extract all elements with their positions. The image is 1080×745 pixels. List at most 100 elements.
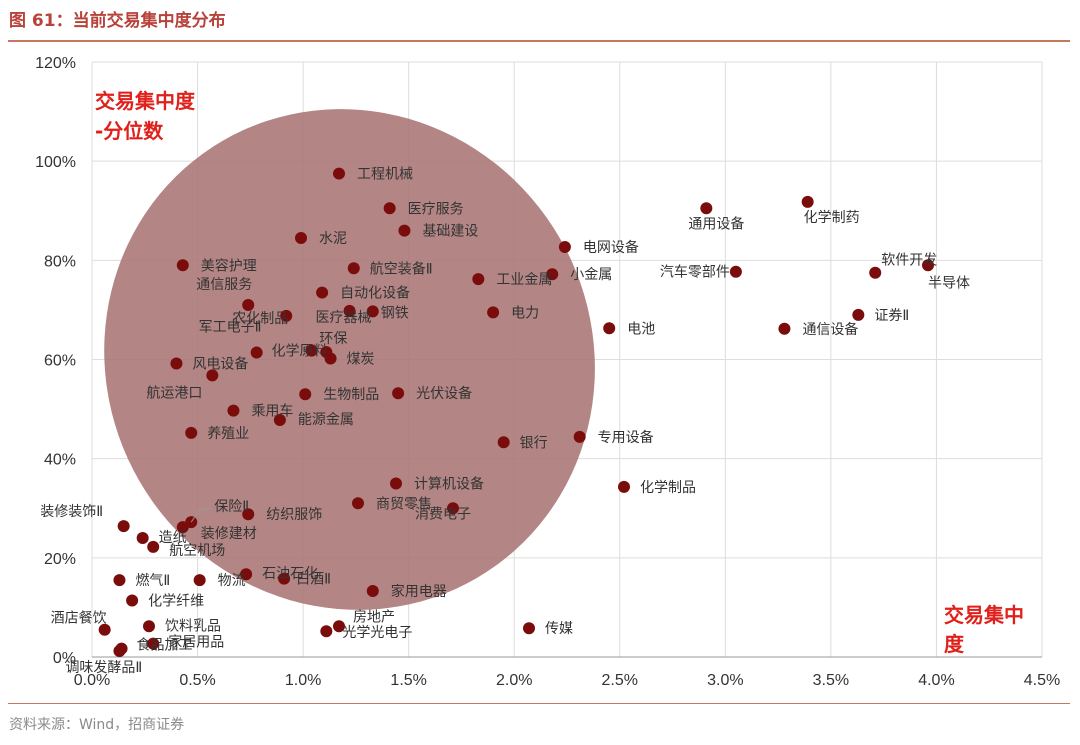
data-label: 化学原料 <box>272 344 328 360</box>
data-point <box>126 594 139 607</box>
y-axis-title-line: 交易集中度 <box>95 89 196 113</box>
data-label: 造纸 <box>159 530 187 546</box>
data-point <box>472 273 485 286</box>
leader-line <box>190 507 212 523</box>
data-point <box>227 404 240 417</box>
data-label: 电力 <box>511 305 539 321</box>
data-point <box>778 322 791 335</box>
data-point <box>147 540 160 553</box>
data-point <box>320 625 333 638</box>
data-point <box>316 286 329 299</box>
x-axis-title-line: 度 <box>944 632 965 656</box>
data-label: 生物制品 <box>323 387 379 403</box>
data-label: 燃气Ⅱ <box>135 572 170 589</box>
data-point <box>280 309 293 322</box>
x-tick-labels: 0.0% 0.5% 1.0% 1.5% 2.0% 2.5% 3.0% 3.5% 4.0% 4.5% <box>74 672 1060 689</box>
data-point <box>852 308 865 321</box>
data-label: 工程机械 <box>357 167 413 183</box>
data-label: 保险Ⅱ <box>214 499 249 515</box>
data-label: 风电设备 <box>192 355 248 372</box>
source-note: 资料来源：Wind，招商证券 <box>9 717 185 733</box>
data-point <box>618 480 630 493</box>
data-label: 医疗服务 <box>408 201 464 217</box>
x-tick-label: 1.0% <box>285 672 321 689</box>
y-tick-label: 80% <box>44 253 76 270</box>
data-point <box>242 298 255 311</box>
data-point <box>113 645 126 658</box>
data-label: 物流 <box>218 573 246 589</box>
data-point <box>185 426 198 439</box>
data-label: 专用设备 <box>598 429 654 446</box>
data-label: 电网设备 <box>583 239 639 256</box>
data-point <box>390 477 402 490</box>
data-label: 传媒 <box>545 621 573 637</box>
data-label: 通信服务 <box>196 277 252 293</box>
data-label: 纺织服饰 <box>266 507 322 523</box>
data-point <box>324 352 337 365</box>
data-point <box>447 502 459 515</box>
data-label: 化学纤维 <box>148 593 204 609</box>
data-label: 小金属 <box>570 267 612 283</box>
data-label: 化学制品 <box>640 480 696 496</box>
data-label: 光伏设备 <box>416 385 472 402</box>
data-point <box>347 262 360 275</box>
data-point <box>333 620 345 633</box>
data-label: 酒店餐饮 <box>51 611 107 627</box>
x-tick-label: 2.0% <box>496 672 532 689</box>
x-tick-label: 4.0% <box>918 672 954 689</box>
data-label: 软件开发 <box>881 253 937 269</box>
data-point <box>366 585 379 598</box>
data-point <box>273 413 286 426</box>
data-label: 环保 <box>319 331 347 347</box>
data-point <box>117 520 130 533</box>
data-label: 装修装饰Ⅱ <box>40 504 103 520</box>
data-point <box>729 265 742 278</box>
data-point <box>250 346 263 359</box>
data-point <box>603 322 616 335</box>
x-tick-label: 3.5% <box>813 672 849 689</box>
y-tick-label: 20% <box>44 551 76 568</box>
title-divider <box>8 40 1070 42</box>
data-label: 银行 <box>520 435 548 451</box>
data-point <box>147 637 160 650</box>
data-label: 光学光电子 <box>342 625 412 641</box>
x-tick-label: 1.5% <box>390 672 426 689</box>
data-label: 房地产 <box>353 609 395 625</box>
data-label: 调味发酵品Ⅱ <box>65 660 142 676</box>
data-point <box>573 430 586 443</box>
data-point <box>343 304 356 317</box>
data-point <box>869 266 882 279</box>
data-point <box>922 259 934 272</box>
data-label: 证券Ⅱ <box>874 308 909 324</box>
data-point <box>299 388 312 401</box>
data-label: 消费电子 <box>415 506 471 522</box>
data-label: 汽车零部件 <box>660 264 730 281</box>
data-label: 养殖业 <box>207 425 249 442</box>
data-label: 家用电器 <box>391 583 447 600</box>
data-point <box>497 436 510 449</box>
data-label: 航空装备Ⅱ <box>370 260 433 277</box>
y-tick-label: 60% <box>44 353 76 370</box>
data-label: 工业金属 <box>496 272 552 288</box>
data-point <box>333 167 345 180</box>
data-label: 医疗器械 <box>316 310 372 326</box>
data-point <box>366 305 379 318</box>
data-point <box>487 306 500 319</box>
data-point <box>700 202 713 215</box>
data-label: 美容护理 <box>201 257 257 274</box>
data-label: 煤炭 <box>347 352 375 368</box>
data-point <box>546 268 559 281</box>
data-point <box>176 259 189 272</box>
data-point <box>113 574 126 587</box>
data-point <box>398 224 411 237</box>
highlight-ellipse <box>104 109 595 610</box>
data-point <box>383 202 396 215</box>
data-label: 军工电子Ⅱ <box>199 320 262 336</box>
data-label: 航运港口 <box>146 385 202 401</box>
x-tick-label: 0.0% <box>74 672 110 689</box>
footer-divider <box>8 703 1070 704</box>
data-point <box>206 369 219 382</box>
data-point <box>801 195 814 208</box>
